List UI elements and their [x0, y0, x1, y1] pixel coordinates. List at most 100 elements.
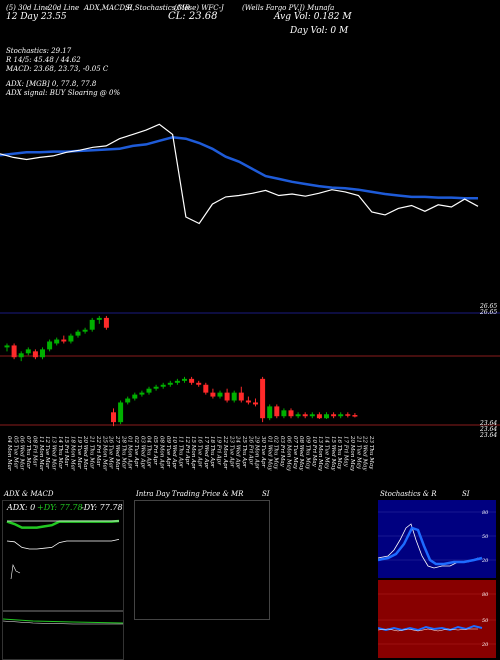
- macd-signal-line: [3, 618, 123, 624]
- date-tick-label: 01 Mon Apr: [127, 436, 133, 469]
- price-tick-bottom-3: 23.64: [480, 432, 498, 439]
- date-tick-label: 14 Thu Mar: [57, 436, 63, 469]
- candle-body: [203, 384, 209, 393]
- date-tick-label: 08 Fri Mar: [31, 436, 37, 467]
- date-tick-label: 21 Tue May: [355, 435, 361, 470]
- stochastics-panel: 80 50 20: [378, 500, 496, 578]
- candle-body: [82, 329, 88, 332]
- candle-body: [338, 414, 344, 417]
- line-legend-30d: (5) 30d Line: [6, 4, 50, 12]
- rsi-tick-label: 20: [481, 642, 489, 648]
- date-tick-label: 15 Mon Apr: [190, 436, 196, 469]
- candle-body: [260, 378, 266, 419]
- price-line: [0, 123, 479, 225]
- date-tick-label: 15 Fri Mar: [63, 436, 69, 467]
- r-stat: R 14/5: 45.48 / 44.62: [6, 56, 81, 64]
- date-tick-label: 17 Fri May: [343, 436, 349, 468]
- rsi-tick-label: 50: [482, 618, 489, 624]
- candle-body: [4, 345, 10, 348]
- candle-body: [96, 317, 102, 320]
- date-tick-label: 16 Tue Apr: [197, 436, 203, 467]
- date-tick-label: 12 Tue Mar: [44, 436, 50, 469]
- date-tick-label: 01 Wed May: [266, 436, 272, 471]
- date-axis: 04 Mon Mar 05 Tue Mar 06 Wed Mar 07 Thu Mar…: [6, 435, 374, 472]
- candlesticks: [4, 315, 358, 427]
- date-tick-label: 28 Thu Mar: [120, 435, 126, 469]
- date-tick-label: 13 Mon May: [317, 436, 323, 472]
- candle-body: [324, 414, 329, 419]
- date-tick-label: 02 Tue Apr: [133, 436, 139, 467]
- candle-body: [309, 414, 315, 417]
- stoch-panel-title: Stochastics & R: [380, 490, 437, 498]
- date-tick-label: 19 Fri Apr: [216, 436, 222, 465]
- candle-body: [111, 412, 116, 423]
- date-tick-label: 19 Tue Mar: [76, 436, 82, 469]
- intraday-panel: [134, 500, 270, 620]
- adx-signal-stat: ADX signal: BUY Sloaring @ 0%: [6, 89, 121, 97]
- company-name: (Wells Fargo PV.J) Munafa: [242, 4, 335, 12]
- date-tick-label: 07 Tue May: [292, 436, 298, 470]
- candle-body: [253, 402, 258, 405]
- date-tick-label: 17 Wed Apr: [203, 436, 209, 469]
- candle-body: [103, 317, 109, 328]
- date-tick-label: 08 Mon Apr: [158, 436, 164, 469]
- stochastic-tag: SI,Stochastics,MR: [125, 4, 191, 12]
- candle-body: [25, 349, 31, 354]
- date-tick-label: 03 Fri May: [279, 436, 285, 468]
- date-tick-label: 09 Tue Apr: [165, 436, 171, 467]
- day-volume: Day Vol: 0 M: [290, 26, 349, 36]
- date-tick-label: 02 Thu May: [273, 436, 279, 470]
- date-tick-label: 22 Mon Apr: [222, 435, 228, 469]
- candle-body: [196, 382, 202, 385]
- stoch-tick-label: 80: [482, 510, 489, 516]
- indicator-tag: ADX,MACD,R: [84, 4, 133, 12]
- date-tick-label: 18 Mon Mar: [70, 436, 76, 471]
- price-chart: 04 Mon Mar 05 Tue Mar 06 Wed Mar 07 Thu Mar…: [0, 123, 500, 472]
- stoch-k-line: [378, 523, 479, 569]
- date-tick-label: 06 Mon May: [285, 436, 291, 472]
- candle-body: [18, 353, 24, 358]
- adx-spike-line: [10, 564, 21, 580]
- candle-body: [189, 378, 195, 383]
- date-tick-label: 24 Wed Apr: [235, 435, 241, 469]
- stochastics-plot: 80 50 20: [378, 510, 496, 569]
- candle-body: [32, 351, 38, 358]
- close-readout: CL: 23.68: [168, 11, 218, 22]
- price-tick-bottom-1: 23.64: [480, 420, 498, 427]
- avg-volume: Avg Vol: 0.182 M: [274, 12, 352, 22]
- adx-panel: ADX: 0 +DY: 77.78 -DY: 77.78: [2, 500, 124, 660]
- candle-body: [224, 392, 230, 401]
- candle-body: [274, 406, 280, 417]
- candle-body: [302, 414, 308, 417]
- minus-di-label: -DY: 77.78: [81, 503, 123, 512]
- candle-body: [118, 402, 124, 423]
- mrsi-line: [378, 628, 478, 632]
- date-tick-label: 06 Wed Mar: [19, 436, 25, 470]
- candle-body: [331, 414, 337, 417]
- candle-body: [167, 382, 173, 385]
- candle-body: [316, 414, 322, 419]
- candle-body: [68, 335, 74, 342]
- date-tick-label: 11 Thu Apr: [178, 436, 184, 468]
- stoch-si-label: SI: [462, 490, 470, 498]
- candle-body: [125, 398, 131, 403]
- date-tick-label: 23 Thu May: [368, 435, 374, 470]
- date-tick-label: 22 Wed May: [362, 435, 368, 471]
- candle-body: [281, 410, 287, 417]
- date-tick-label: 11 Mon Mar: [38, 436, 44, 471]
- date-tick-label: 15 Wed May: [330, 436, 336, 471]
- date-tick-label: 16 Thu May: [336, 436, 342, 470]
- price-tick-bottom-2: 23.64: [480, 426, 498, 433]
- adx-stat: ADX: [MGB] 0, 77.8, 77.8: [6, 80, 97, 88]
- date-tick-label: 25 Thu Apr: [241, 435, 247, 468]
- date-tick-label: 20 Mon May: [349, 435, 355, 472]
- adx-label: ADX: 0: [7, 503, 36, 512]
- candle-body: [139, 392, 145, 395]
- date-tick-label: 18 Thu Apr: [209, 436, 215, 468]
- candle-body: [132, 394, 138, 399]
- candle-body: [146, 388, 152, 393]
- price-tick-top: 26.65: [480, 303, 498, 310]
- date-tick-label: 29 Mon Apr: [254, 435, 260, 469]
- date-tick-label: 09 Thu May: [305, 436, 311, 470]
- candle-body: [153, 386, 159, 389]
